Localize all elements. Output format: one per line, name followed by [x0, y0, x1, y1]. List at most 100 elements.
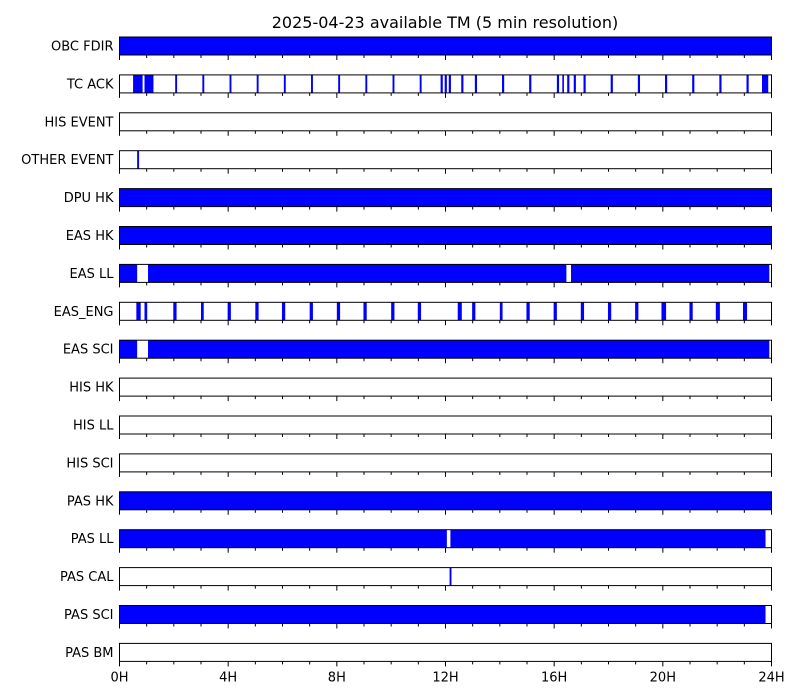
row-other-event: OTHER EVENT: [21, 150, 772, 174]
row-label: DPU HK: [64, 191, 114, 206]
x-tick-label: 8H: [328, 670, 346, 685]
availability-bar: [761, 74, 769, 93]
availability-bar: [173, 302, 177, 321]
availability-bar: [580, 302, 585, 321]
availability-bar: [391, 302, 395, 321]
row-ticks: [119, 358, 772, 364]
availability-bar: [746, 74, 749, 93]
row-label: EAS HK: [66, 229, 114, 244]
availability-bar: [472, 302, 476, 321]
availability-bar: [692, 74, 695, 93]
availability-bar: [256, 74, 259, 93]
availability-bar: [562, 74, 564, 93]
rows-layer: OBC FDIR TC ACK HIS EVENT OTHER EVENT DPU HK…: [21, 36, 785, 685]
availability-bar: [567, 74, 570, 93]
row-eas-ll: EAS LL: [70, 263, 772, 288]
availability-bar: [119, 37, 772, 55]
row-label: HIS LL: [73, 419, 114, 434]
row-ticks: [119, 206, 772, 212]
availability-bar: [119, 226, 772, 245]
row-label: PAS LL: [71, 532, 115, 547]
availability-bar: [119, 491, 772, 510]
row-label: TC ACK: [66, 77, 114, 92]
availability-bar: [392, 74, 395, 93]
availability-bar: [742, 302, 748, 321]
row-eas-sci: EAS SCI: [63, 339, 772, 364]
availability-bar: [474, 74, 478, 93]
availability-bar: [529, 74, 532, 93]
availability-bar: [689, 302, 693, 321]
row-his-ll: HIS LL: [73, 415, 772, 439]
row-label: EAS_ENG: [54, 305, 114, 320]
row-label: HIS EVENT: [45, 115, 114, 130]
availability-bar: [175, 74, 178, 93]
availability-bar: [583, 74, 586, 93]
row-pas-bm: PAS BM: [65, 642, 772, 667]
row-frame: [119, 301, 772, 321]
row-ticks: [119, 130, 772, 136]
row-tc-ack: TC ACK: [66, 74, 772, 98]
row-frame: [119, 112, 772, 132]
row-his-event: HIS EVENT: [45, 112, 772, 136]
availability-bar: [661, 302, 667, 321]
availability-bar: [202, 74, 205, 93]
row-label: PAS CAL: [60, 570, 114, 585]
row-obc-fdir: OBC FDIR: [51, 36, 772, 60]
row-label: HIS SCI: [66, 456, 113, 471]
row-label: EAS LL: [70, 267, 115, 282]
availability-bar: [461, 74, 464, 93]
availability-bar: [283, 74, 286, 93]
availability-bar: [363, 302, 367, 321]
availability-bar: [448, 74, 451, 93]
row-ticks: [119, 396, 772, 402]
availability-bar: [365, 74, 368, 93]
availability-bar: [148, 340, 770, 359]
row-ticks: [119, 320, 772, 326]
availability-bar: [499, 302, 503, 321]
availability-bar: [336, 302, 341, 321]
availability-bar: [119, 264, 138, 283]
row-frame: [119, 642, 772, 662]
row-ticks: [119, 547, 772, 553]
availability-bar: [607, 302, 612, 321]
x-tick-label: 12H: [432, 670, 458, 685]
row-frame: [119, 150, 772, 170]
row-ticks: [119, 509, 772, 515]
row-label: OBC FDIR: [51, 40, 114, 55]
row-eas-hk: EAS HK: [66, 226, 772, 250]
availability-bar: [715, 302, 720, 321]
availability-bar: [571, 264, 770, 283]
x-tick-label: 0H: [110, 670, 128, 685]
row-ticks: [119, 471, 772, 477]
x-tick-label: 20H: [650, 670, 676, 685]
availability-bar: [255, 302, 259, 321]
availability-bar: [635, 302, 639, 321]
row-ticks: [119, 661, 772, 667]
availability-bar: [309, 302, 313, 321]
availability-bar: [136, 302, 141, 321]
availability-bar: [637, 74, 641, 93]
row-label: PAS SCI: [64, 608, 113, 623]
row-pas-hk: PAS HK: [67, 491, 772, 515]
availability-bar: [227, 302, 231, 321]
availability-bar: [281, 302, 286, 321]
row-his-hk: HIS HK: [69, 377, 772, 402]
availability-bar: [133, 74, 143, 93]
availability-bar: [119, 529, 447, 548]
row-ticks: [119, 585, 772, 591]
availability-bar: [665, 74, 668, 93]
availability-bar: [556, 74, 560, 93]
availability-bar: [573, 74, 576, 93]
availability-bar: [119, 188, 772, 207]
availability-bar: [553, 302, 557, 321]
row-label: PAS BM: [65, 646, 113, 661]
availability-bar: [311, 74, 313, 93]
row-label: EAS SCI: [63, 343, 114, 358]
availability-bar: [444, 74, 447, 93]
row-label: OTHER EVENT: [21, 153, 113, 168]
availability-bar: [526, 302, 530, 321]
row-label: PAS HK: [67, 494, 114, 509]
availability-bar: [450, 529, 766, 548]
row-frame: [119, 377, 772, 397]
